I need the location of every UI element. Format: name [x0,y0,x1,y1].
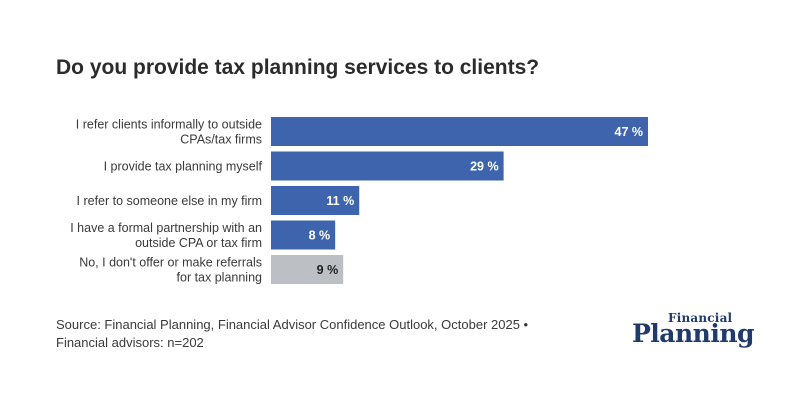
source-line-2: Financial advisors: n=202 [56,335,204,350]
category-label-line: I provide tax planning myself [104,160,263,174]
category-label-line: I refer clients informally to outside [76,118,262,132]
source-line-1: Source: Financial Planning, Financial Ad… [56,317,529,332]
category-label-1: I provide tax planning myself [104,160,263,174]
category-label-line: I refer to someone else in my firm [77,194,262,208]
category-label-line: CPAs/tax firms [180,133,262,147]
bar-4 [271,255,344,284]
category-label-line: outside CPA or tax firm [135,236,262,250]
category-label-line: for tax planning [177,271,263,285]
category-label-4: No, I don't offer or make referrals for t… [79,256,262,285]
chart-title: Do you provide tax planning services to … [56,56,540,79]
category-label-2: I refer to someone else in my firm [77,194,262,208]
value-label-4: 9 % [317,263,339,277]
value-label-2: 11 % [326,194,354,208]
value-label-1: 29 % [470,160,499,174]
bar-1 [271,151,504,181]
value-label-0: 47 % [615,125,644,139]
financial-planning-logo: Financial Planning [632,311,757,353]
logo-line-2: Planning [632,319,755,348]
bar-0 [271,117,648,146]
category-label-line: I have a formal partnership with an [70,221,262,235]
value-label-3: 8 % [309,229,331,243]
category-label-0: I refer clients informally to outside CPA… [76,118,262,147]
bar-2 [271,186,360,215]
category-label-3: I have a formal partnership with an outsi… [70,221,262,250]
logo-line-1: Financial [668,311,733,325]
source-note: Source: Financial Planning, Financial Ad… [56,316,528,352]
bar-3 [271,220,336,250]
category-label-line: No, I don't offer or make referrals [79,256,262,270]
